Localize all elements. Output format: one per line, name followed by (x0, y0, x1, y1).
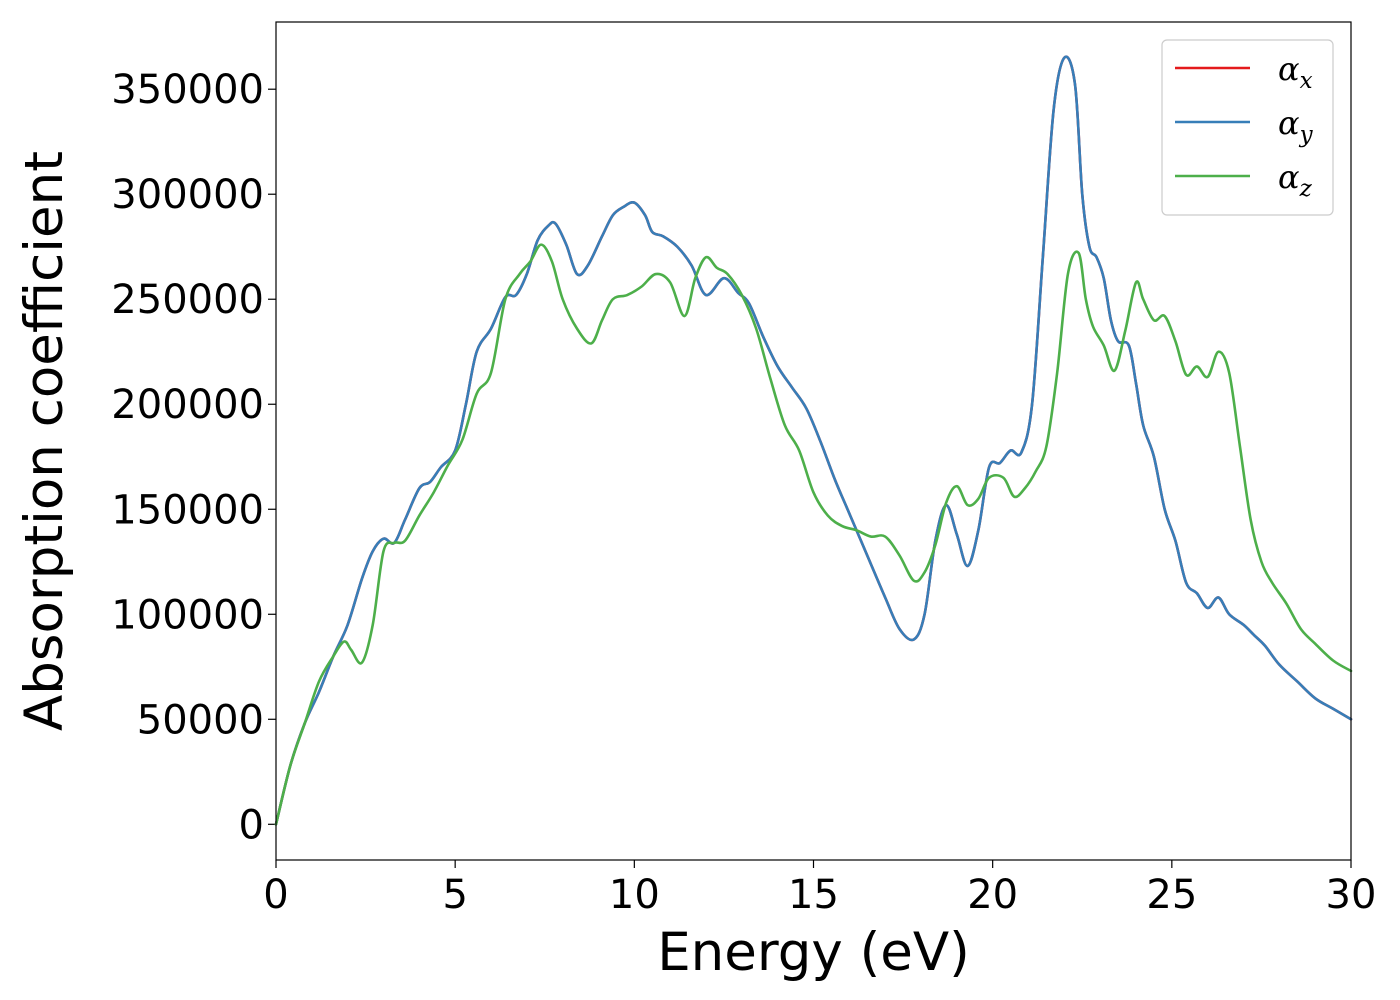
x-tick-label: 15 (788, 872, 839, 918)
legend-label-x: αx (1278, 50, 1313, 94)
legend: αx αy αz (1161, 39, 1334, 216)
y-tick-label: 300000 (111, 172, 264, 218)
y-tick-label: 100000 (111, 592, 264, 638)
y-axis-ticks: 0 50000 100000 150000 200000 250000 300000 3500… (111, 67, 276, 848)
y-tick-label: 250000 (111, 277, 264, 323)
x-tick-label: 20 (967, 872, 1018, 918)
x-axis-ticks: 0 5 10 15 20 25 30 (263, 860, 1376, 918)
series-lines (274, 55, 1353, 826)
y-tick-label: 200000 (111, 382, 264, 428)
legend-label-y: αy (1278, 104, 1314, 148)
series-line-z (274, 243, 1353, 826)
legend-box (1161, 39, 1334, 216)
legend-label-z: αz (1278, 158, 1313, 202)
y-tick-label: 50000 (137, 697, 264, 743)
x-axis-title: Energy (eV) (657, 922, 970, 983)
series-line-y (274, 55, 1353, 826)
plot-area-frame (275, 21, 1352, 861)
x-tick-label: 25 (1146, 872, 1197, 918)
x-tick-label: 5 (442, 872, 467, 918)
x-tick-label: 30 (1326, 872, 1377, 918)
y-tick-label: 0 (239, 802, 264, 848)
x-tick-label: 10 (609, 872, 660, 918)
x-tick-label: 0 (263, 872, 288, 918)
y-tick-label: 150000 (111, 487, 264, 533)
y-axis-title: Absorption coefficient (14, 151, 75, 731)
y-tick-label: 350000 (111, 67, 264, 113)
